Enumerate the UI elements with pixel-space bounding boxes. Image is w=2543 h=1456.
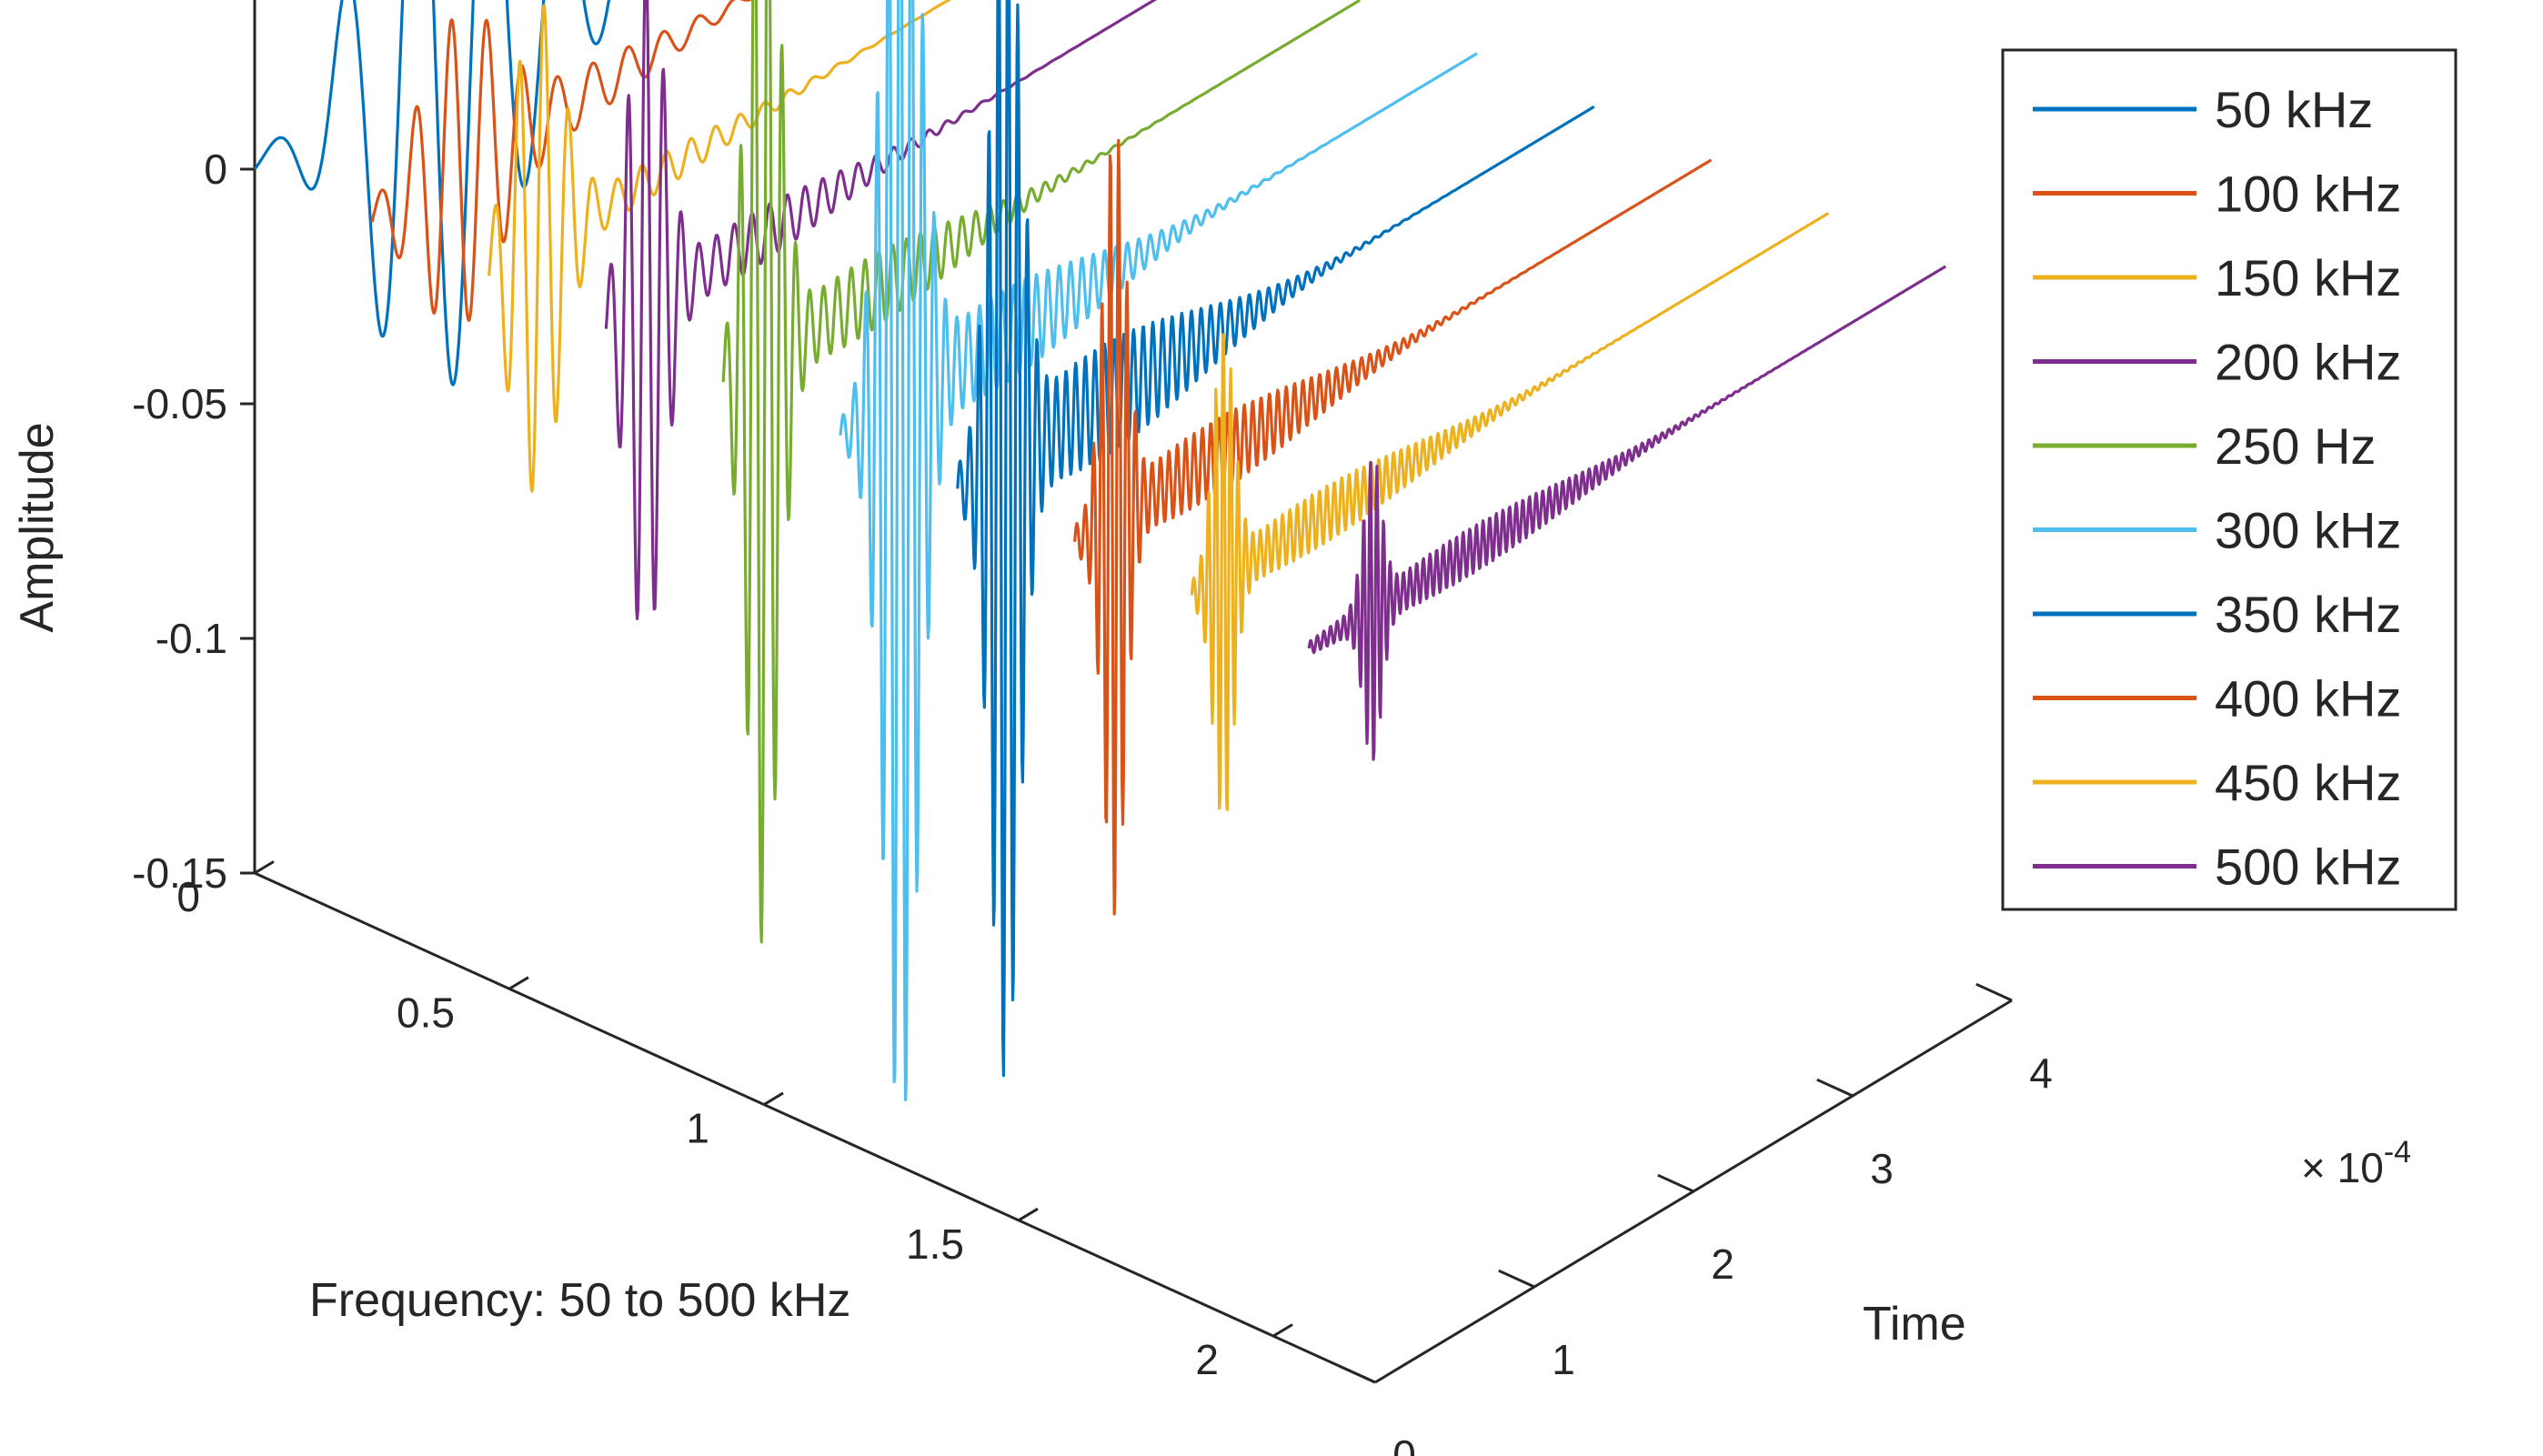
series-line-450-khz: [1190, 211, 1830, 811]
series-line-300-khz: [839, 0, 1478, 1101]
y-tick-label: 3: [1870, 1145, 1894, 1192]
y-axis-title: Time: [1863, 1298, 1966, 1351]
series-line-100-khz: [370, 0, 753, 322]
legend-label: 200 kHz: [2215, 334, 2401, 391]
series-line-350-khz: [956, 0, 1595, 1078]
series-line-250-hz: [721, 0, 1361, 944]
z-axis-title: Amplitude: [11, 422, 64, 632]
y-tick-mark: [1339, 1364, 1376, 1384]
y-tick-mark: [1975, 982, 2013, 1002]
x-tick-label: 0.5: [397, 989, 455, 1036]
z-tick-label: -0.15: [132, 849, 227, 897]
z-tick-label: -0.05: [132, 380, 227, 427]
series-line-500-khz: [1307, 265, 1947, 761]
labels-layer: Frequency: 50 to 500 kHz Time Amplitude …: [11, 422, 2411, 1351]
legend-label: 400 kHz: [2215, 670, 2401, 728]
legend-label: 350 kHz: [2215, 586, 2401, 643]
y-tick-label: 4: [2029, 1049, 2053, 1097]
x-tick-mark: [254, 860, 275, 875]
y-tick-mark: [1816, 1078, 1854, 1098]
z-tick-label: 0: [204, 146, 227, 193]
z-tick-label: -0.1: [156, 615, 227, 662]
x-tick-label: 1.5: [906, 1220, 964, 1268]
legend-label: 300 kHz: [2215, 502, 2401, 559]
series-layer: [253, 0, 1947, 1101]
x-tick-label: 2: [1195, 1336, 1219, 1383]
y-tick-label: 2: [1711, 1240, 1734, 1288]
legend-label: 500 kHz: [2215, 838, 2401, 896]
legend-label: 50 kHz: [2215, 81, 2373, 138]
legend-label: 100 kHz: [2215, 166, 2401, 223]
y-tick-mark: [1498, 1269, 1535, 1289]
legend-label: 150 kHz: [2215, 249, 2401, 306]
x-tick-label: 1: [686, 1105, 709, 1152]
series-line-50-khz: [253, 0, 611, 387]
x-axis-title: Frequency: 50 to 500 kHz: [309, 1274, 850, 1327]
x-tick-mark: [1272, 1323, 1293, 1338]
legend-label: 250 Hz: [2215, 417, 2376, 475]
y-tick-label: 1: [1552, 1336, 1575, 1383]
series-line-400-khz: [1073, 138, 1713, 916]
legend-label: 450 kHz: [2215, 754, 2401, 811]
legend: 50 kHz 100 kHz 150 kHz 200 kHz 250 Hz 300 kHz…: [2001, 48, 2458, 911]
series-line-150-khz: [487, 0, 952, 493]
y-tick-label: 0: [1392, 1431, 1416, 1456]
y-tick-mark: [1657, 1173, 1694, 1193]
x-tick-label: 0: [176, 873, 200, 920]
y-axis-multiplier-base: × 10: [2301, 1144, 2384, 1191]
x-axis-line: [254, 871, 1376, 1384]
y-axis-multiplier: × 10-4: [2301, 1135, 2411, 1191]
x-tick-mark: [1018, 1207, 1039, 1222]
x-tick-mark: [763, 1091, 784, 1106]
x-tick-mark: [508, 976, 529, 990]
y-axis-multiplier-exponent: -4: [2384, 1135, 2411, 1170]
